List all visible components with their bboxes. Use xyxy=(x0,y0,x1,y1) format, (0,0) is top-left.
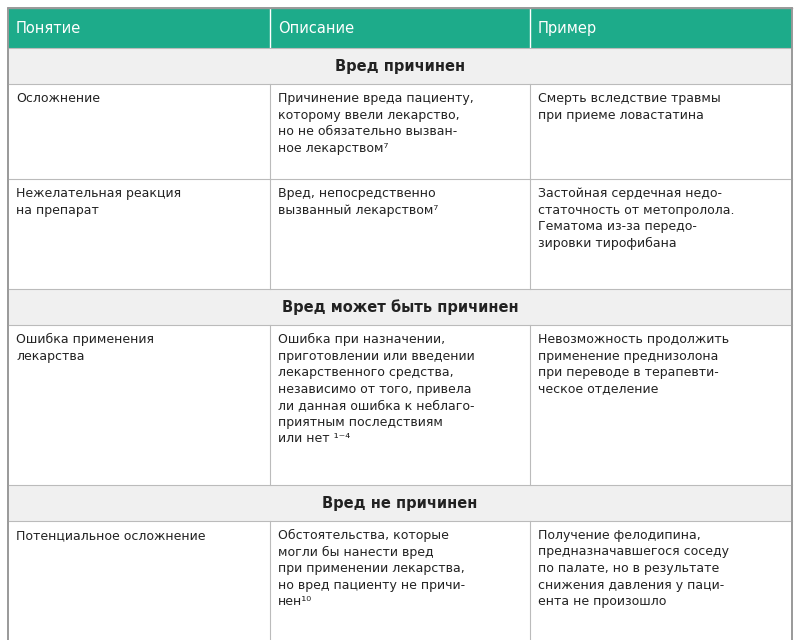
Text: Описание: Описание xyxy=(278,20,354,35)
Text: Застойная сердечная недо-
статочность от метопролола.
Гематома из-за передо-
зир: Застойная сердечная недо- статочность от… xyxy=(538,187,734,250)
Bar xyxy=(8,289,792,325)
Bar xyxy=(8,485,792,521)
Bar xyxy=(8,48,792,84)
Text: Причинение вреда пациенту,
которому ввели лекарство,
но не обязательно вызван-
н: Причинение вреда пациенту, которому ввел… xyxy=(278,92,474,154)
Bar xyxy=(8,325,792,485)
Bar xyxy=(8,84,792,179)
Text: Обстоятельства, которые
могли бы нанести вред
при применении лекарства,
но вред : Обстоятельства, которые могли бы нанести… xyxy=(278,529,465,608)
Text: Ошибка применения
лекарства: Ошибка применения лекарства xyxy=(16,333,154,363)
Bar xyxy=(8,8,792,48)
Text: Пример: Пример xyxy=(538,20,597,35)
Text: Вред не причинен: Вред не причинен xyxy=(322,495,478,511)
Text: Смерть вследствие травмы
при приеме ловастатина: Смерть вследствие травмы при приеме лова… xyxy=(538,92,721,122)
Text: Потенциальное осложнение: Потенциальное осложнение xyxy=(16,529,206,542)
Bar xyxy=(8,521,792,640)
Text: Ошибка при назначении,
приготовлении или введении
лекарственного средства,
незав: Ошибка при назначении, приготовлении или… xyxy=(278,333,474,445)
Text: Вред, непосредственно
вызванный лекарством⁷: Вред, непосредственно вызванный лекарств… xyxy=(278,187,438,216)
Text: Вред может быть причинен: Вред может быть причинен xyxy=(282,299,518,315)
Text: Получение фелодипина,
предназначавшегося соседу
по палате, но в результате
сниже: Получение фелодипина, предназначавшегося… xyxy=(538,529,729,608)
Text: Вред причинен: Вред причинен xyxy=(335,58,465,74)
Bar xyxy=(8,179,792,289)
Text: Осложнение: Осложнение xyxy=(16,92,100,105)
Text: Невозможность продолжить
применение преднизолона
при переводе в терапевти-
ческо: Невозможность продолжить применение пред… xyxy=(538,333,729,396)
Text: Понятие: Понятие xyxy=(16,20,82,35)
Text: Нежелательная реакция
на препарат: Нежелательная реакция на препарат xyxy=(16,187,181,216)
